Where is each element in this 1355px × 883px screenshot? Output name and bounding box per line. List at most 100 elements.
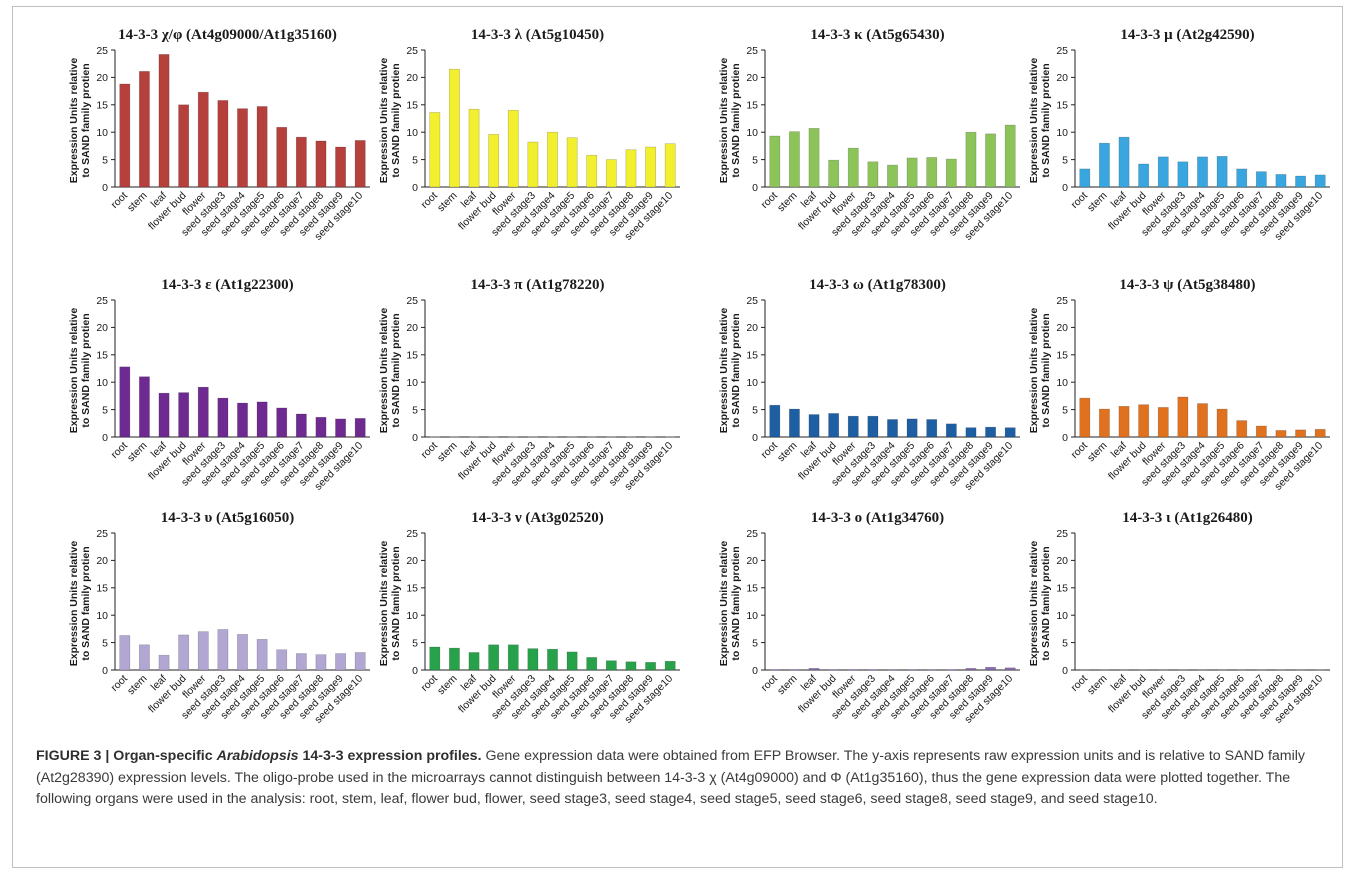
chart-9-x-tick-label: stem xyxy=(125,672,150,697)
chart-2-y-tick-label: 15 xyxy=(406,100,418,112)
chart-5-y-label: Expression Units relative xyxy=(68,308,80,434)
chart-7-bar xyxy=(847,415,859,438)
chart-9-bar xyxy=(158,654,170,671)
chart-5-bar xyxy=(335,418,346,438)
figure-caption: FIGURE 3 | Organ-specific Arabidopsis 14… xyxy=(36,746,1326,811)
chart-8-y-label: Expression Units relative xyxy=(1028,308,1040,434)
chart-6-title: 14-3-3 π (At1g78220) xyxy=(470,277,604,293)
chart-3-bar xyxy=(945,158,957,188)
chart-6-y-tick-label: 25 xyxy=(406,295,418,307)
chart-11-y-tick-label: 0 xyxy=(752,665,758,677)
chart-3-bar xyxy=(808,128,820,188)
chart-8-y-tick-label: 5 xyxy=(1062,404,1068,416)
chart-4-bar xyxy=(1255,171,1267,188)
chart-9-bar xyxy=(139,644,150,671)
chart-3-y-tick-label: 5 xyxy=(752,154,758,166)
chart-8-bar xyxy=(1275,430,1287,438)
chart-10-y-label: to SAND family protien xyxy=(390,546,402,660)
chart-8-bar xyxy=(1138,404,1150,438)
chart-12-bar xyxy=(1157,669,1169,671)
chart-4-y-tick-label: 10 xyxy=(1056,127,1068,139)
chart-4-bar xyxy=(1295,175,1306,188)
chart-1-y-tick-label: 5 xyxy=(102,154,108,166)
chart-10-y-tick-label: 25 xyxy=(406,528,418,540)
chart-7-y-tick-label: 20 xyxy=(746,322,758,334)
chart-9-bar xyxy=(256,639,268,671)
chart-1-y-tick-label: 15 xyxy=(96,100,108,112)
chart-5-bar xyxy=(276,407,288,438)
chart-2-bar xyxy=(566,137,578,188)
chart-12-x-tick-label: stem xyxy=(1085,672,1110,697)
chart-5-bar xyxy=(197,386,209,438)
chart-5-bar xyxy=(217,397,229,438)
chart-1-bar xyxy=(139,71,150,188)
chart-5-bar xyxy=(119,366,131,438)
chart-1-bar xyxy=(276,126,288,188)
chart-1-bar xyxy=(237,108,248,188)
chart-12-bar xyxy=(1099,669,1110,671)
chart-11-y-tick-label: 15 xyxy=(746,583,758,595)
chart-4-y-label: to SAND family protien xyxy=(1040,63,1052,177)
chart-11-bar xyxy=(828,669,840,671)
chart-12-bar xyxy=(1255,669,1267,671)
chart-8-y-tick-label: 10 xyxy=(1056,377,1068,389)
chart-4-y-tick-label: 5 xyxy=(1062,154,1068,166)
chart-2-bar xyxy=(449,68,460,188)
chart-3-title: 14-3-3 κ (At5g65430) xyxy=(810,27,944,43)
chart-12-y-tick-label: 15 xyxy=(1056,583,1068,595)
chart-8-title: 14-3-3 ψ (At5g38480) xyxy=(1119,277,1255,293)
chart-11-y-tick-label: 5 xyxy=(752,637,758,649)
chart-8-bar xyxy=(1216,408,1228,438)
chart-2-y-tick-label: 5 xyxy=(412,154,418,166)
chart-9-title: 14-3-3 υ (At5g16050) xyxy=(161,510,295,526)
chart-11-bar xyxy=(847,669,859,671)
chart-11-y-tick-label: 20 xyxy=(746,555,758,567)
chart-7-bar xyxy=(1004,427,1016,438)
chart-7-bar xyxy=(867,415,879,438)
chart-4-bar xyxy=(1099,142,1110,188)
chart-10-y-tick-label: 5 xyxy=(412,637,418,649)
chart-6-bar xyxy=(547,436,558,438)
chart-12-bar xyxy=(1138,669,1150,671)
chart-6-bar xyxy=(664,436,676,438)
chart-11-bar xyxy=(965,668,977,671)
chart-12-bar xyxy=(1275,669,1287,671)
chart-10-bar xyxy=(507,644,519,671)
chart-3-x-tick-label: stem xyxy=(775,189,800,214)
chart-8-x-tick-label: stem xyxy=(1085,439,1110,464)
chart-9-y-tick-label: 15 xyxy=(96,583,108,595)
chart-3-y-label: to SAND family protien xyxy=(730,63,742,177)
chart-7-y-tick-label: 15 xyxy=(746,350,758,362)
chart-10-bar xyxy=(527,648,539,671)
chart-5-y-tick-label: 10 xyxy=(96,377,108,389)
chart-7-bar xyxy=(887,419,898,438)
chart-8-y-tick-label: 15 xyxy=(1056,350,1068,362)
chart-10-y-tick-label: 0 xyxy=(412,665,418,677)
chart-5-title: 14-3-3 ε (At1g22300) xyxy=(161,277,293,293)
chart-8-bar xyxy=(1118,406,1130,438)
chart-2-bar xyxy=(645,146,656,188)
chart-7-y-tick-label: 5 xyxy=(752,404,758,416)
chart-grid: 14-3-3 χ/φ (At4g09000/At1g35160) 0 5 10 15 20… xyxy=(68,27,1330,726)
chart-6-bar xyxy=(429,436,441,438)
chart-1-x-tick-label: stem xyxy=(125,189,150,214)
chart-12-bar xyxy=(1118,669,1130,671)
chart-11-bar xyxy=(926,669,938,671)
chart-10-y-tick-label: 10 xyxy=(406,610,418,622)
chart-4-y-tick-label: 25 xyxy=(1056,45,1068,57)
chart-1-y-tick-label: 25 xyxy=(96,45,108,57)
chart-4-bar xyxy=(1138,163,1150,188)
chart-2-y-tick-label: 25 xyxy=(406,45,418,57)
chart-11-bar xyxy=(867,669,879,671)
chart-3-y-tick-label: 20 xyxy=(746,72,758,84)
chart-8-y-label: to SAND family protien xyxy=(1040,313,1052,427)
chart-12-y-label: to SAND family protien xyxy=(1040,546,1052,660)
chart-11-y-tick-label: 10 xyxy=(746,610,758,622)
chart-9-y-label: to SAND family protien xyxy=(80,546,92,660)
chart-9-bar xyxy=(315,654,327,671)
chart-2-bar xyxy=(468,108,480,188)
chart-4-y-label: Expression Units relative xyxy=(1028,58,1040,184)
chart-10-bar xyxy=(488,644,500,671)
chart-6-y-tick-label: 15 xyxy=(406,350,418,362)
chart-10-bar xyxy=(645,662,656,671)
